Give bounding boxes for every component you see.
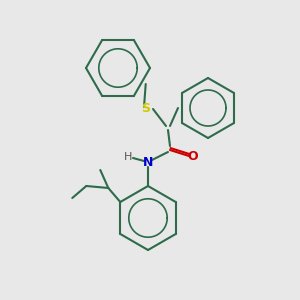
Text: O: O [188,151,198,164]
Text: S: S [142,101,151,115]
Text: H: H [124,152,132,162]
Text: N: N [143,155,153,169]
